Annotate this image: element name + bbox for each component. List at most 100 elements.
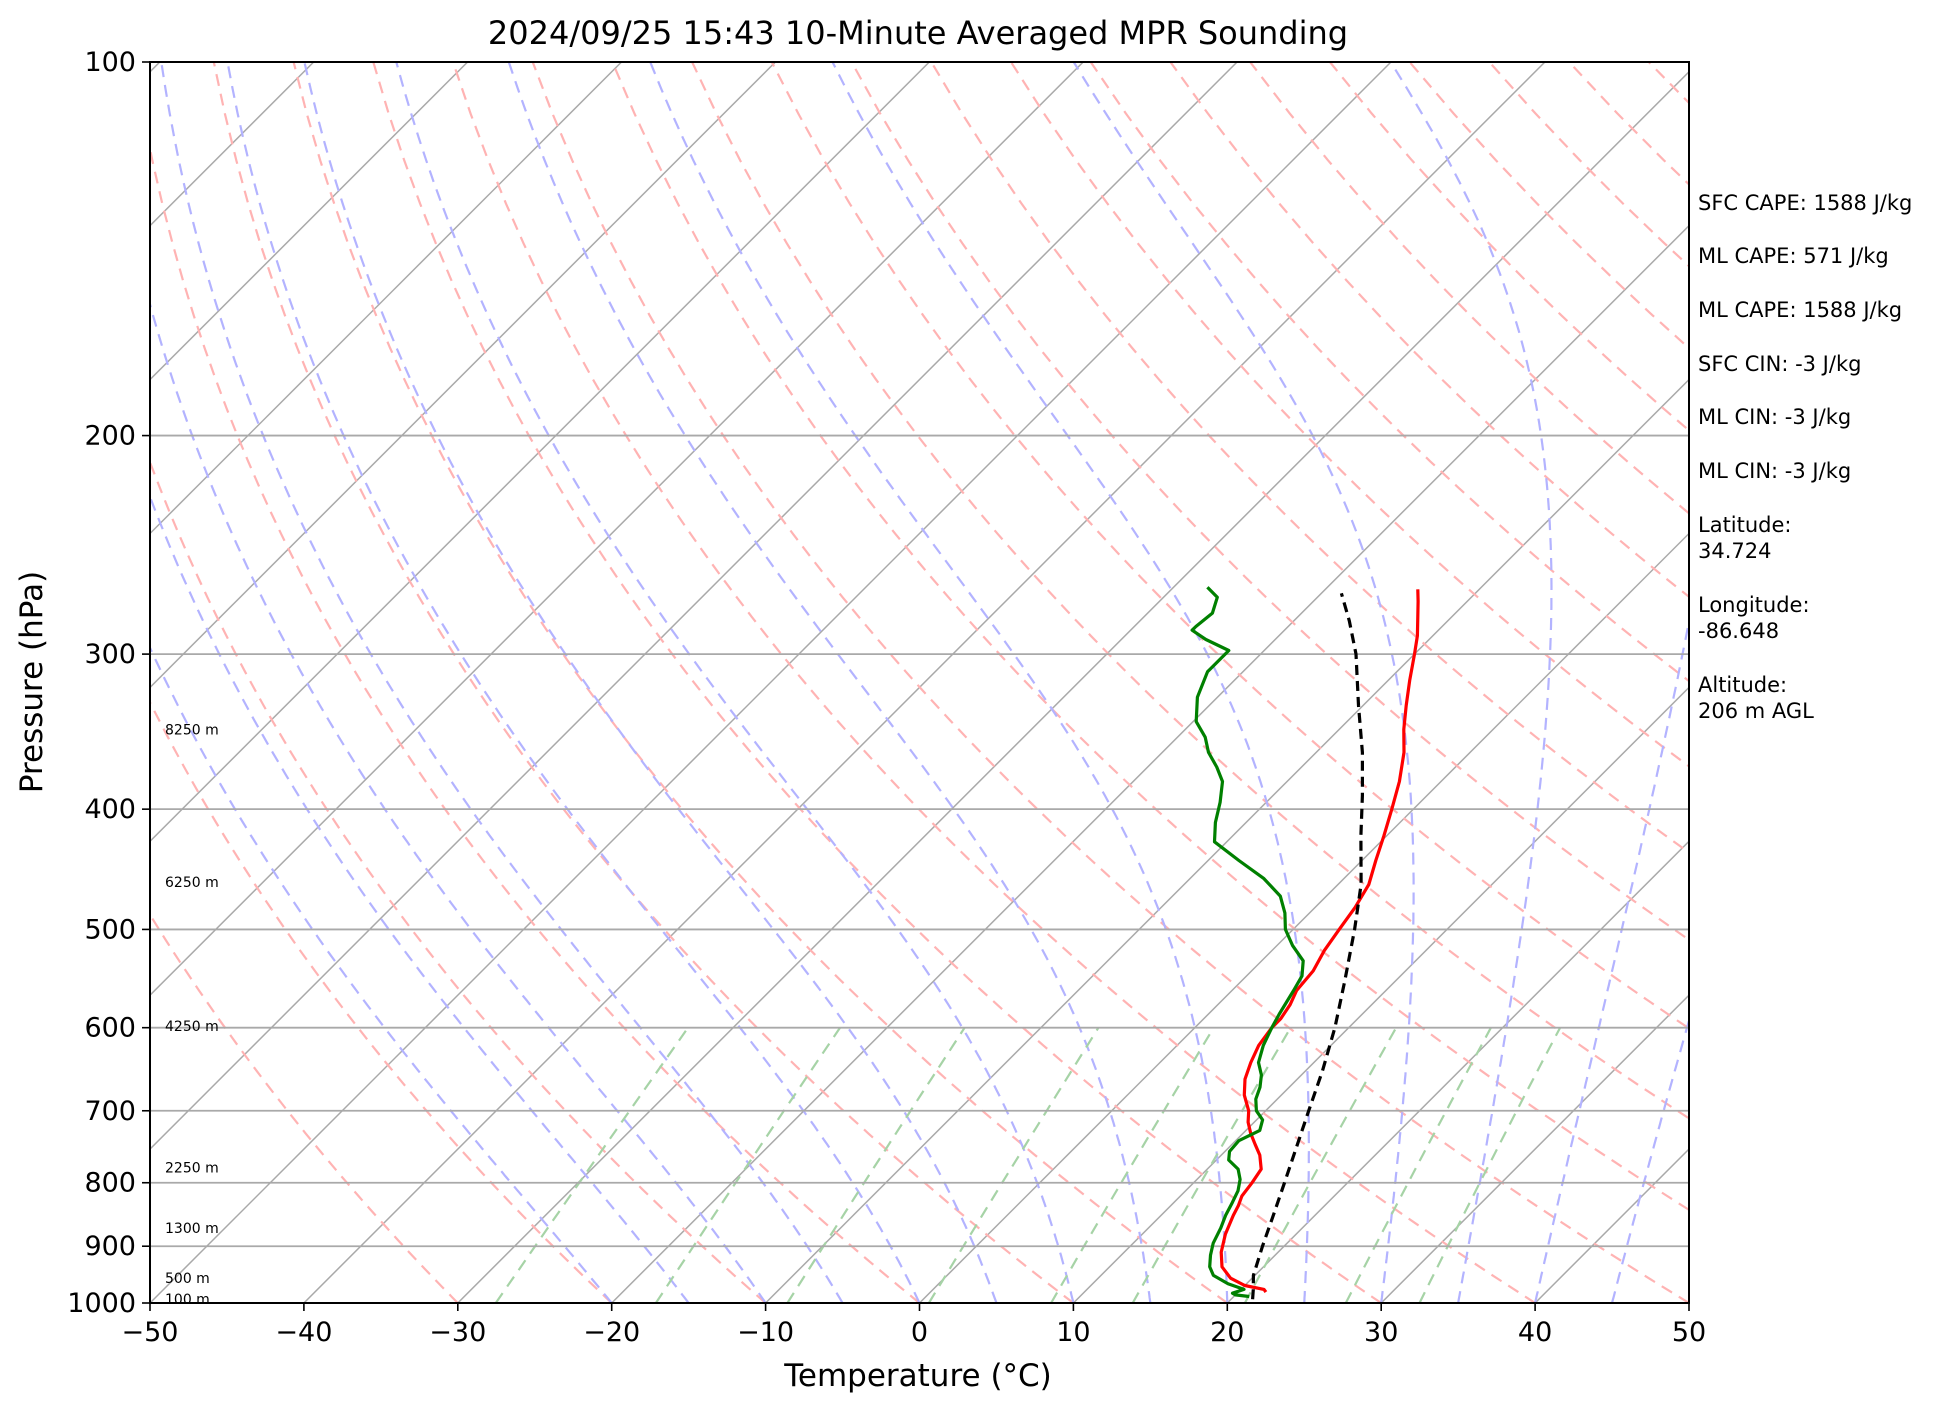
isotherm-line — [457, 70, 1689, 1303]
x-tick-label: −20 — [583, 1317, 640, 1348]
isotherm-line — [0, 62, 6, 1303]
isotherm-line — [150, 62, 930, 843]
dry-adiabat-line — [372, 62, 1382, 1303]
info-ml-cape: ML CAPE: 571 J/kg — [1698, 244, 1889, 268]
height-labels: 8250 m 6250 m 4250 m 2250 m 1300 m 500 m 100 m — [165, 722, 219, 1308]
moist-adiabat-line — [160, 62, 844, 1303]
info-altitude-label: Altitude: — [1698, 673, 1787, 697]
y-axis: 100 200 300 400 500 600 700 800 900 1000 — [67, 47, 150, 1319]
isotherm-line — [918, 532, 1689, 1303]
y-axis-label: Pressure (hPa) — [14, 571, 50, 793]
moist-adiabat-line — [1072, 62, 1415, 1303]
isotherm-line — [150, 62, 1084, 997]
temperature-profile — [1219, 589, 1420, 1294]
mixing-ratio-line — [1050, 1027, 1215, 1303]
moist-adiabat-line — [649, 62, 1229, 1303]
reference-lines — [0, 62, 1689, 1303]
y-tick-label: 500 — [84, 914, 136, 945]
y-tick-label: 700 — [84, 1096, 136, 1127]
x-tick-label: −10 — [737, 1317, 794, 1348]
isotherm-line — [150, 62, 469, 381]
y-tick-label: 600 — [84, 1013, 136, 1044]
plot-frame — [149, 61, 1690, 1304]
info-ml-cin: ML CIN: -3 J/kg — [1698, 405, 1851, 429]
x-tick-label: −30 — [429, 1317, 486, 1348]
y-tick-label: 300 — [84, 639, 136, 670]
isotherm-line — [1380, 994, 1689, 1303]
x-tick-label: 20 — [1210, 1317, 1244, 1348]
mixing-ratio-line — [494, 1027, 689, 1303]
dry-adiabat-line — [691, 62, 1689, 1120]
y-tick-label: 800 — [84, 1168, 136, 1199]
height-label: 500 m — [165, 1271, 210, 1287]
x-axis: −50 −40 −30 −20 −10 0 10 20 30 40 50 — [122, 1303, 1706, 1348]
x-tick-label: −50 — [122, 1317, 179, 1348]
moist-adiabat-line — [831, 62, 1311, 1303]
x-tick-label: 10 — [1056, 1317, 1090, 1348]
dry-adiabat-line — [292, 62, 1228, 1303]
parcel-profile — [1251, 592, 1365, 1300]
info-sfc-cape: SFC CAPE: 1588 J/kg — [1698, 191, 1912, 215]
info-ml-cape-2: ML CAPE: 1588 J/kg — [1698, 298, 1902, 322]
height-label: 1300 m — [165, 1221, 219, 1237]
dry-adiabat-line — [770, 62, 1689, 1030]
dry-adiabat-line — [611, 62, 1689, 1212]
info-longitude-value: -86.648 — [1698, 619, 1779, 643]
mixing-ratio-line — [1243, 1027, 1398, 1303]
profile-lines — [1190, 586, 1420, 1300]
x-tick-label: 40 — [1518, 1317, 1552, 1348]
mixing-ratio-line — [1344, 1027, 1492, 1303]
isotherm-line — [150, 62, 776, 689]
dry-adiabat-line — [212, 62, 1075, 1303]
mixing-ratio-line — [927, 1027, 1100, 1303]
isotherm-line — [1226, 840, 1689, 1303]
dry-adiabat-line — [150, 699, 613, 1303]
height-label: 8250 m — [165, 722, 219, 738]
pressure-gridlines — [150, 61, 1689, 1304]
mixing-ratio-line — [1418, 1027, 1562, 1303]
info-ml-cin-2: ML CIN: -3 J/kg — [1698, 459, 1851, 483]
height-label: 2250 m — [165, 1161, 219, 1177]
y-tick-label: 100 — [84, 47, 136, 78]
info-altitude-value: 206 m AGL — [1698, 699, 1814, 723]
mixing-ratio-line — [1131, 1027, 1292, 1303]
dry-adiabat-line — [150, 459, 767, 1303]
moist-adiabat-line — [226, 62, 921, 1303]
height-label: 4250 m — [165, 1019, 219, 1035]
y-tick-label: 400 — [84, 794, 136, 825]
info-sfc-cin: SFC CIN: -3 J/kg — [1698, 352, 1861, 376]
isotherm-line — [150, 62, 1238, 1151]
height-label: 100 m — [165, 1292, 210, 1308]
dry-adiabat-line — [1010, 62, 1689, 768]
moist-adiabat-line — [507, 62, 1152, 1303]
moist-adiabat-line — [1610, 1016, 1689, 1303]
isotherm-line — [150, 62, 623, 535]
dewpoint-profile — [1190, 586, 1305, 1299]
dry-adiabat-line — [150, 143, 921, 1303]
x-tick-label: 0 — [911, 1317, 928, 1348]
dry-adiabat-line — [1089, 62, 1689, 683]
x-tick-label: 50 — [1672, 1317, 1706, 1348]
dry-adiabat-line — [150, 912, 459, 1303]
isotherm-line — [1072, 686, 1689, 1303]
info-panel: SFC CAPE: 1588 J/kg ML CAPE: 571 J/kg ML… — [1698, 191, 1912, 723]
y-tick-label: 1000 — [67, 1288, 136, 1319]
isotherm-line — [150, 62, 1392, 1303]
isotherm-line — [765, 378, 1689, 1303]
dry-adiabat-line — [531, 62, 1689, 1303]
moist-adiabat-line — [150, 300, 767, 1303]
moist-adiabat-line — [1534, 615, 1689, 1303]
moist-adiabat-line — [1389, 62, 1553, 1303]
chart-title: 2024/09/25 15:43 10-Minute Averaged MPR … — [488, 14, 1348, 52]
y-tick-label: 200 — [84, 421, 136, 452]
info-longitude-label: Longitude: — [1698, 593, 1810, 617]
moist-adiabat-line — [395, 62, 1075, 1303]
isotherm-line — [611, 224, 1689, 1303]
x-tick-label: −40 — [275, 1317, 332, 1348]
isotherm-line — [303, 62, 1546, 1303]
x-tick-label: 30 — [1364, 1317, 1398, 1348]
dry-adiabat-line — [1169, 62, 1689, 599]
mixing-ratio-line — [654, 1027, 841, 1303]
info-latitude-value: 34.724 — [1698, 539, 1771, 563]
